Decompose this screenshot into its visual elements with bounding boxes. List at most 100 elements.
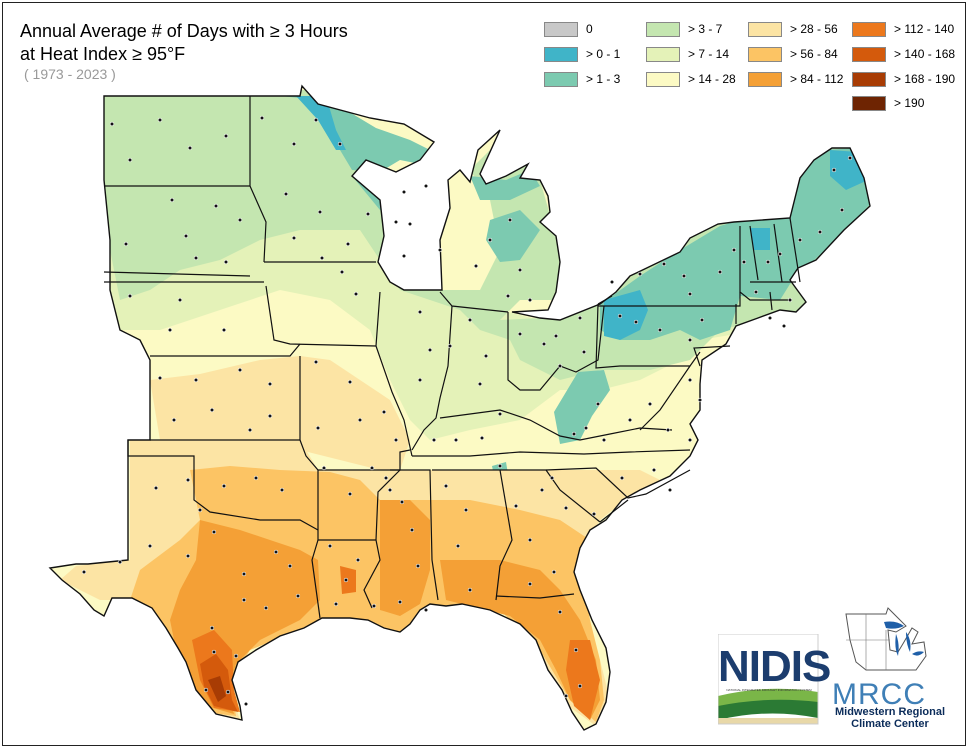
legend-swatch	[748, 72, 782, 87]
station-dot	[263, 605, 269, 611]
station-dot	[527, 537, 533, 543]
station-dot	[787, 297, 793, 303]
legend: 0 > 0 - 1 > 1 - 3 > 3 - 7 > 7 - 14 > 14 - 28 >…	[0, 0, 970, 120]
station-dot	[223, 133, 229, 139]
period-label: ( 1973 - 2023 )	[24, 66, 116, 82]
station-dot	[427, 347, 433, 353]
station-dot	[479, 435, 485, 441]
station-dot	[357, 417, 363, 423]
station-dot	[687, 377, 693, 383]
station-dot	[817, 229, 823, 235]
station-dot	[753, 289, 759, 295]
station-dot	[557, 609, 563, 615]
station-dot	[637, 271, 643, 277]
station-dot	[355, 557, 361, 563]
station-dot	[313, 117, 319, 123]
legend-swatch	[748, 47, 782, 62]
station-dot	[241, 597, 247, 603]
station-dot	[211, 529, 217, 535]
station-dot	[667, 487, 673, 493]
station-dot	[437, 247, 443, 253]
station-dot	[387, 487, 393, 493]
station-dot	[233, 653, 239, 659]
legend-swatch	[646, 22, 680, 37]
heat-index-band	[170, 500, 600, 720]
station-dot	[577, 315, 583, 321]
station-dot	[247, 427, 253, 433]
station-dot	[147, 543, 153, 549]
station-dot	[183, 233, 189, 239]
heat-index-band	[470, 170, 540, 262]
station-dot	[259, 115, 265, 121]
station-dot	[423, 607, 429, 613]
mrcc-map-icon	[845, 607, 927, 671]
station-dot	[443, 483, 449, 489]
station-dot	[287, 563, 293, 569]
station-dot	[467, 587, 473, 593]
station-dot	[169, 197, 175, 203]
station-dot	[571, 431, 577, 437]
mrcc-logo: MRCC Midwestern Regional Climate Center	[826, 600, 956, 730]
station-dot	[365, 211, 371, 217]
station-dot	[317, 209, 323, 215]
title-line-1: Annual Average # of Days with ≥ 3 Hours	[20, 21, 348, 41]
station-dot	[123, 241, 129, 247]
station-dot	[601, 437, 607, 443]
station-dot	[327, 543, 333, 549]
station-dot	[319, 255, 325, 261]
station-dot	[617, 313, 623, 319]
station-dot	[417, 377, 423, 383]
station-dot	[627, 417, 633, 423]
station-dot	[167, 327, 173, 333]
station-dot	[243, 701, 249, 707]
station-dot	[767, 315, 773, 321]
station-dot	[343, 577, 349, 583]
station-dot	[291, 235, 297, 241]
station-dot	[609, 279, 615, 285]
station-dot	[541, 341, 547, 347]
station-dot	[699, 317, 705, 323]
station-dot	[401, 189, 407, 195]
station-dot	[237, 367, 243, 373]
station-dot	[193, 377, 199, 383]
station-dot	[353, 291, 359, 297]
station-dot	[127, 157, 133, 163]
station-dot	[383, 475, 389, 481]
station-dot	[127, 293, 133, 299]
station-dot	[687, 337, 693, 343]
legend-label: > 28 - 56	[790, 22, 838, 36]
mrcc-full-name: Midwestern Regional Climate Center	[830, 706, 950, 730]
station-dot	[591, 511, 597, 517]
station-dot	[211, 649, 217, 655]
station-dot	[283, 191, 289, 197]
station-dot	[209, 625, 215, 631]
station-dot	[487, 237, 493, 243]
station-dot	[223, 259, 229, 265]
state-boundaries	[49, 85, 871, 731]
heat-index-band	[130, 466, 604, 722]
title-line-2: at Heat Index ≥ 95°F	[20, 44, 186, 64]
station-dot	[409, 527, 415, 533]
legend-label: > 140 - 168	[894, 47, 956, 61]
legend-swatch	[852, 47, 886, 62]
mrcc-name-line-2: Climate Center	[851, 718, 929, 730]
weather-stations	[81, 115, 853, 707]
legend-label: > 7 - 14	[688, 47, 730, 61]
station-dot	[371, 603, 377, 609]
station-dot	[505, 293, 511, 299]
station-dot	[185, 477, 191, 483]
station-dot	[447, 343, 453, 349]
station-dot	[577, 683, 583, 689]
station-dot	[831, 167, 837, 173]
station-dot	[527, 581, 533, 587]
station-dot	[109, 121, 115, 127]
heat-index-band	[604, 150, 868, 340]
station-dot	[551, 569, 557, 575]
station-dot	[337, 141, 343, 147]
station-dot	[455, 543, 461, 549]
station-dot	[497, 411, 503, 417]
legend-swatch	[544, 22, 578, 37]
legend-label: > 84 - 112	[790, 72, 844, 86]
station-dot	[157, 375, 163, 381]
